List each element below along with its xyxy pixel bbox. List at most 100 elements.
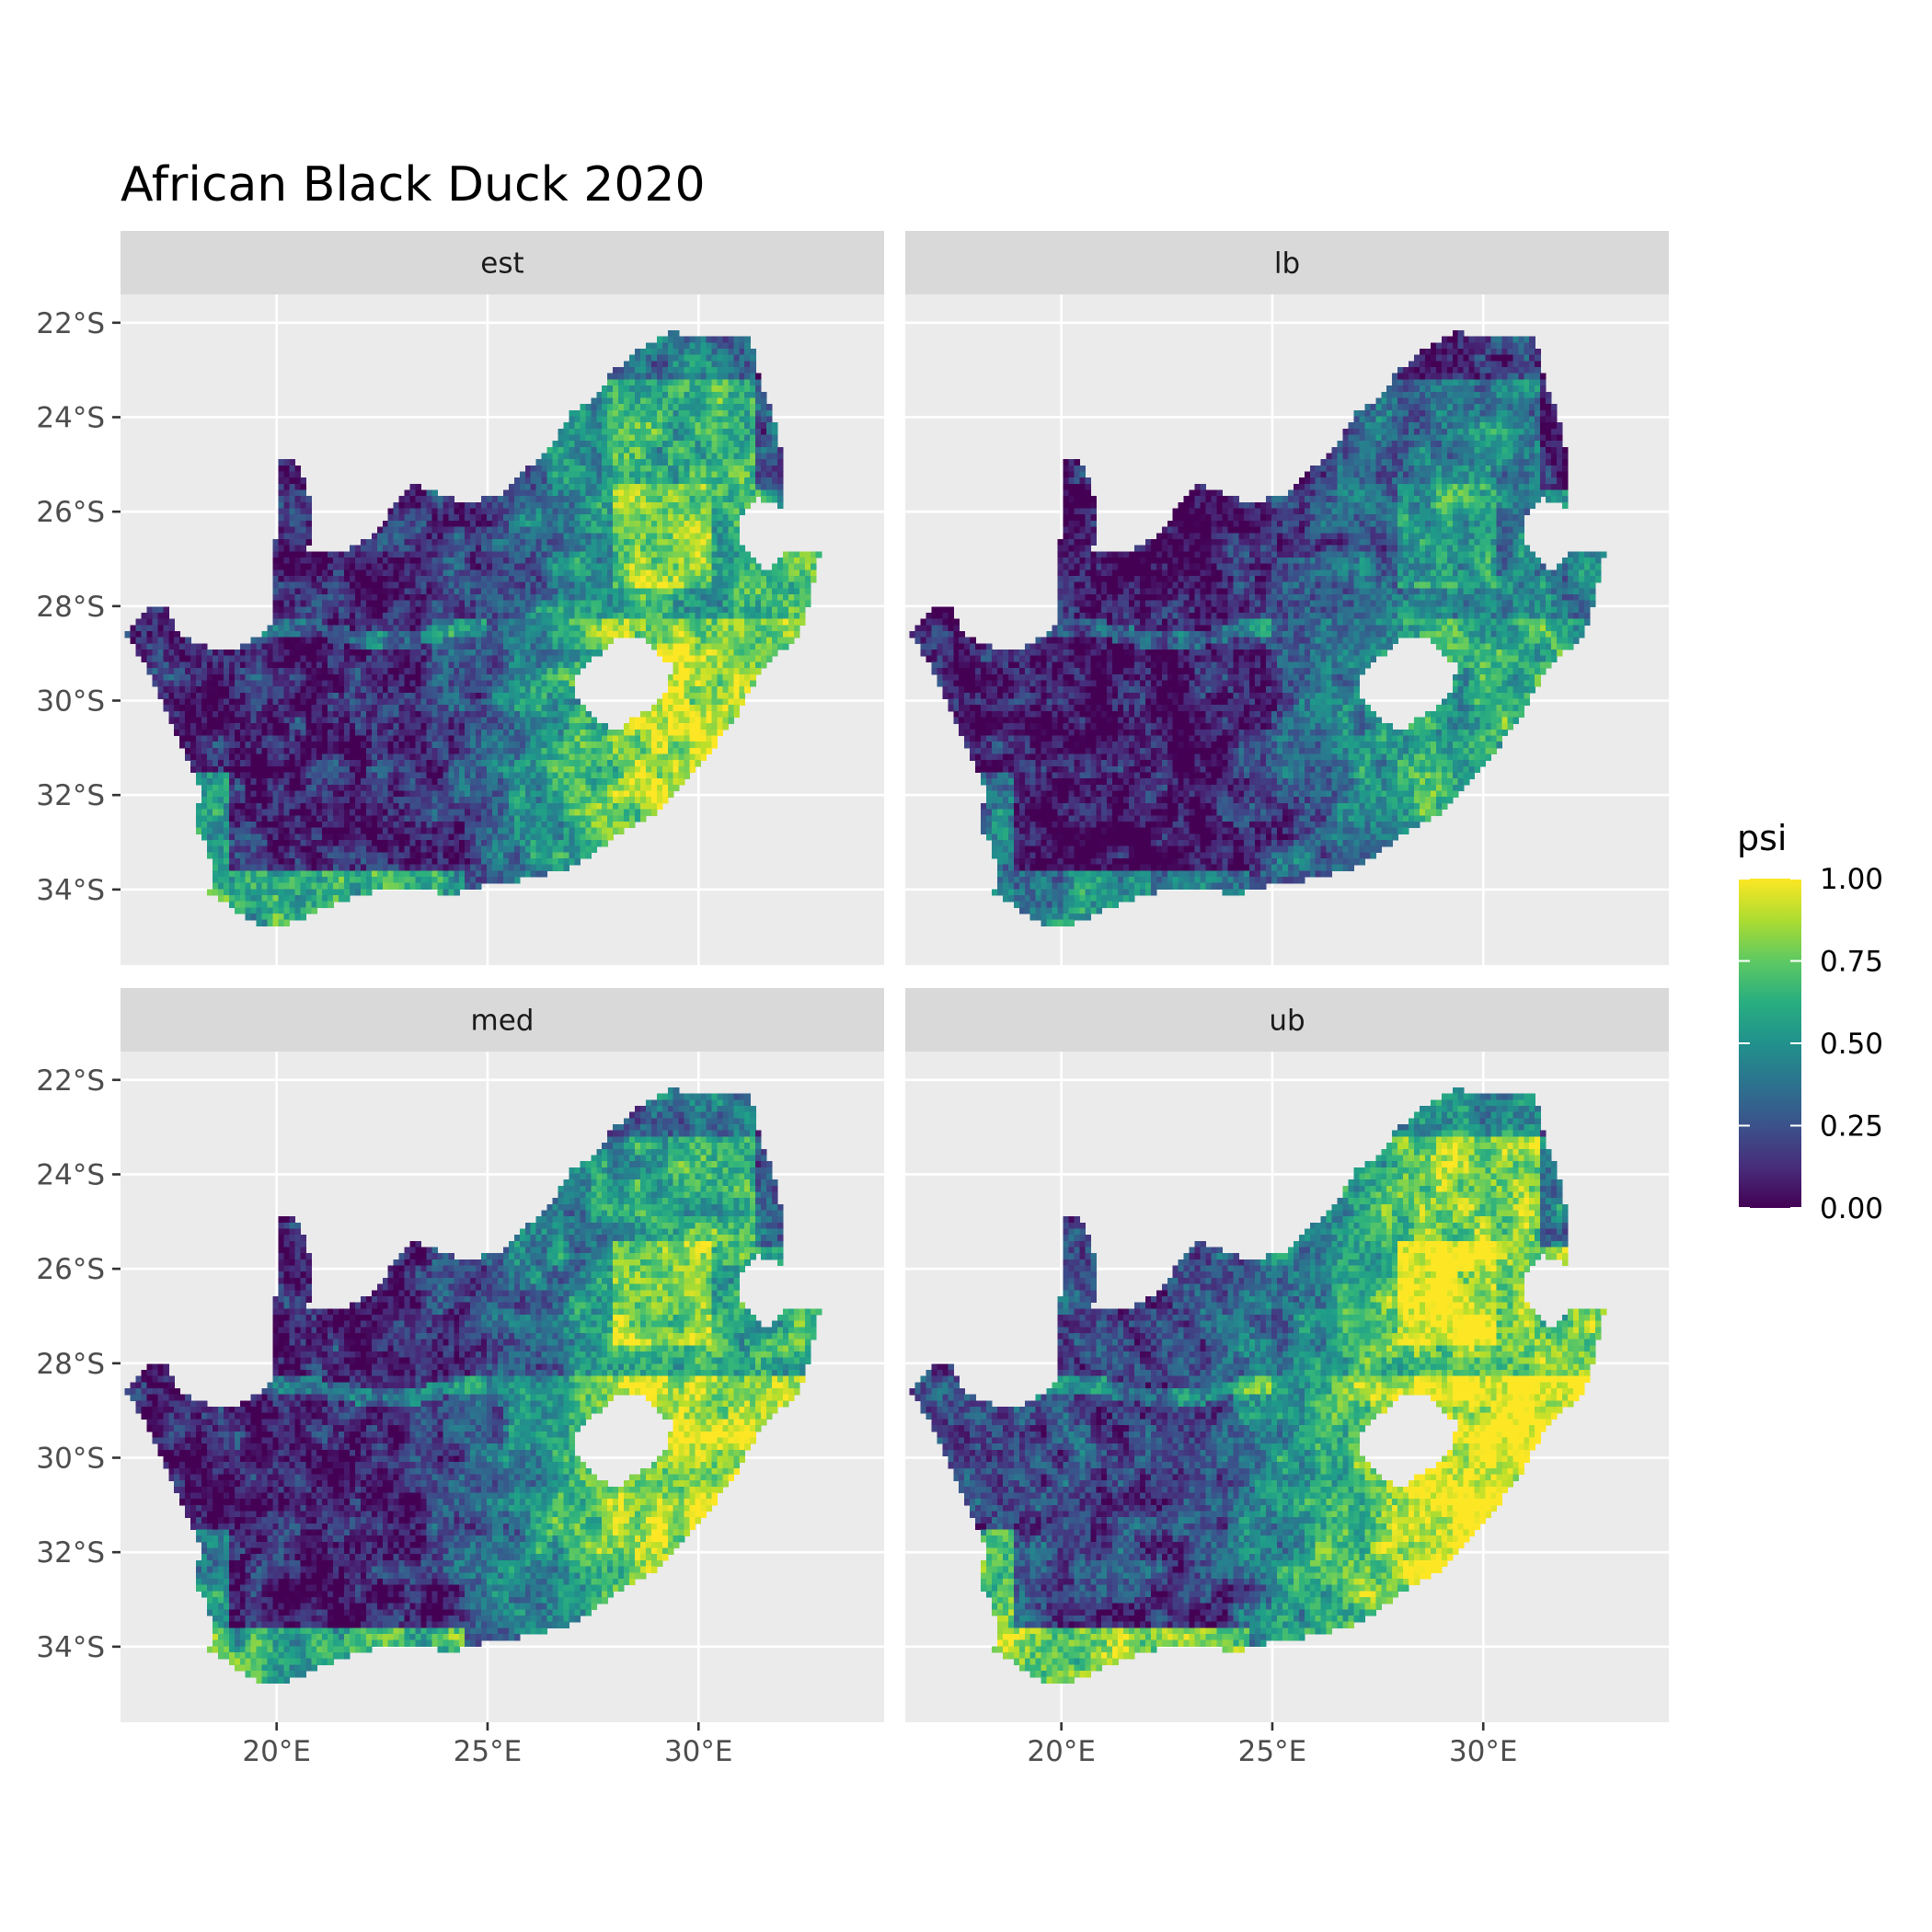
raster-cell xyxy=(613,453,619,460)
raster-cell xyxy=(283,625,291,632)
raster-cell xyxy=(300,729,306,737)
raster-cell xyxy=(333,588,339,595)
raster-cell xyxy=(454,686,460,694)
raster-cell xyxy=(420,625,428,632)
raster-cell xyxy=(454,735,460,742)
raster-cell xyxy=(382,588,389,595)
raster-cell xyxy=(350,650,356,657)
raster-cell xyxy=(305,815,312,822)
raster-cell xyxy=(300,802,306,811)
raster-cell xyxy=(613,569,619,577)
raster-cell xyxy=(519,729,526,737)
raster-cell xyxy=(558,753,565,761)
raster-cell xyxy=(234,895,241,903)
raster-cell xyxy=(398,852,406,859)
raster-cell xyxy=(535,581,543,589)
raster-cell xyxy=(596,514,603,522)
raster-cell xyxy=(409,760,417,767)
raster-cell xyxy=(228,809,236,816)
raster-cell xyxy=(481,576,488,583)
raster-cell xyxy=(350,618,356,626)
raster-cell xyxy=(552,471,559,478)
raster-cell xyxy=(245,650,252,657)
raster-cell xyxy=(596,526,603,534)
raster-cell xyxy=(470,655,477,662)
raster-cell xyxy=(487,538,493,546)
raster-cell xyxy=(535,514,543,522)
raster-cell xyxy=(591,533,597,540)
raster-cell xyxy=(261,643,269,650)
raster-cell xyxy=(552,710,559,719)
raster-cell xyxy=(519,477,526,485)
raster-cell xyxy=(624,538,630,546)
raster-cell xyxy=(283,668,291,675)
raster-cell xyxy=(365,698,373,706)
raster-cell xyxy=(213,877,219,884)
raster-cell xyxy=(569,655,576,662)
raster-cell xyxy=(574,760,581,767)
raster-cell xyxy=(443,508,449,515)
raster-cell xyxy=(311,698,317,706)
raster-cell xyxy=(580,834,586,841)
raster-cell xyxy=(223,821,230,829)
raster-cell xyxy=(387,594,395,602)
raster-cell xyxy=(459,569,466,577)
raster-cell xyxy=(470,526,477,534)
raster-cell xyxy=(217,809,224,816)
raster-cell xyxy=(404,710,411,719)
raster-cell xyxy=(333,889,339,896)
raster-cell xyxy=(278,877,285,884)
raster-cell xyxy=(272,668,280,675)
raster-cell xyxy=(250,877,258,884)
raster-cell xyxy=(508,551,515,558)
raster-cell xyxy=(535,840,543,847)
raster-cell xyxy=(261,661,269,669)
raster-cell xyxy=(365,710,373,719)
raster-cell xyxy=(371,845,378,853)
raster-cell xyxy=(519,613,526,620)
raster-cell xyxy=(278,680,285,687)
raster-cell xyxy=(585,551,592,558)
raster-cell xyxy=(196,650,202,657)
raster-cell xyxy=(629,618,636,626)
raster-cell xyxy=(278,735,285,742)
raster-cell xyxy=(300,889,306,896)
raster-cell xyxy=(387,526,395,534)
raster-cell xyxy=(305,668,312,675)
raster-cell xyxy=(398,802,406,811)
raster-cell xyxy=(245,870,252,878)
raster-cell xyxy=(267,692,274,700)
raster-cell xyxy=(502,489,510,497)
raster-cell xyxy=(355,742,362,749)
raster-cell xyxy=(393,723,400,730)
raster-cell xyxy=(272,747,280,755)
raster-cell xyxy=(141,631,148,638)
raster-cell xyxy=(580,569,586,577)
facet-strip xyxy=(121,231,884,294)
raster-cell xyxy=(409,815,417,822)
raster-cell xyxy=(574,765,581,774)
raster-cell xyxy=(459,533,466,540)
raster-cell xyxy=(443,655,449,662)
raster-cell xyxy=(624,784,630,792)
raster-cell xyxy=(311,852,317,859)
raster-cell xyxy=(596,489,603,497)
raster-cell xyxy=(431,569,438,577)
raster-cell xyxy=(300,538,306,546)
raster-cell xyxy=(448,802,454,811)
raster-cell xyxy=(163,613,169,620)
raster-cell xyxy=(305,551,312,558)
raster-cell xyxy=(289,501,295,510)
raster-cell xyxy=(481,514,488,522)
raster-cell xyxy=(448,520,454,528)
raster-cell xyxy=(596,508,603,515)
raster-cell xyxy=(267,717,274,724)
raster-cell xyxy=(569,661,576,669)
raster-cell xyxy=(404,858,411,866)
raster-cell xyxy=(294,845,301,853)
raster-cell xyxy=(300,526,306,534)
raster-cell xyxy=(333,760,339,767)
raster-cell xyxy=(580,760,586,767)
raster-cell xyxy=(409,501,417,510)
raster-cell xyxy=(360,840,367,847)
